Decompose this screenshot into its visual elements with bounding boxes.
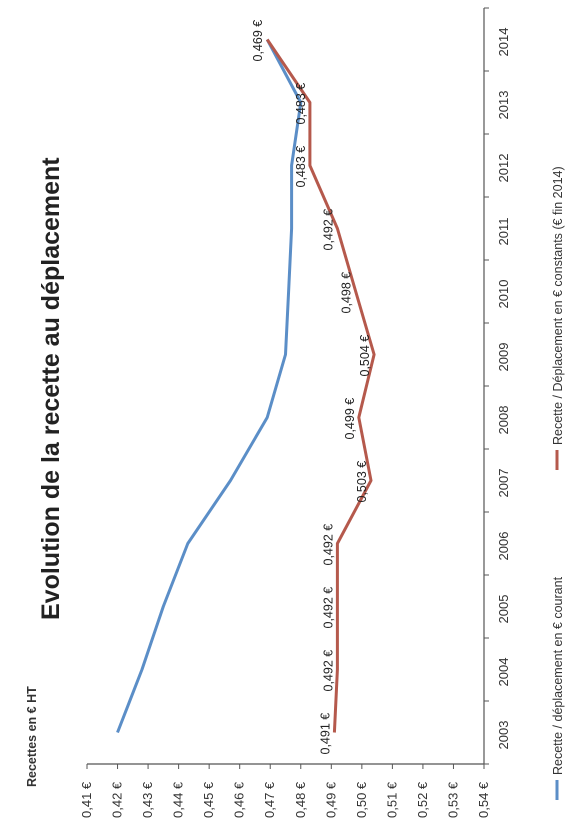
data-label: 0,483 € — [294, 146, 308, 188]
data-label: 0,469 € — [251, 20, 265, 62]
data-label: 0,491 € — [318, 713, 332, 755]
category-tick-label: 2012 — [496, 154, 511, 183]
series-line — [116, 38, 303, 734]
category-tick-label: 2007 — [496, 469, 511, 498]
value-tick-label: 0,53 € — [445, 781, 460, 818]
value-tick-label: 0,50 € — [354, 781, 369, 818]
data-label: 0,483 € — [294, 83, 308, 125]
legend: Recette / déplacement en € courant Recett… — [551, 166, 565, 800]
legend-label: Recette / déplacement en € courant — [551, 576, 565, 775]
legend-label: Recette / Déplacement en € constants (€ … — [551, 166, 565, 445]
category-tick-label: 2006 — [496, 532, 511, 561]
data-label: 0,499 € — [343, 398, 357, 440]
value-tick-label: 0,42 € — [110, 781, 125, 818]
category-tick-label: 2010 — [496, 280, 511, 309]
value-tick-label: 0,51 € — [384, 781, 399, 818]
category-tick-label: 2004 — [496, 658, 511, 687]
value-tick-label: 0,41 € — [79, 781, 94, 818]
value-tick-label: 0,44 € — [171, 781, 186, 818]
value-tick-label: 0,47 € — [262, 781, 277, 818]
value-tick-label: 0,43 € — [140, 781, 155, 818]
value-tick-label: 0,45 € — [201, 781, 216, 818]
data-label: 0,503 € — [355, 461, 369, 503]
data-label: 0,492 € — [321, 209, 335, 251]
category-tick-label: 2003 — [496, 721, 511, 750]
data-label: 0,492 € — [321, 524, 335, 566]
axes — [86, 7, 489, 769]
tick-labels: 0,54 € 0,53 € 0,52 € 0,51 € 0,50 € 0,49 € 0,48… — [79, 28, 511, 818]
value-tick-label: 0,52 € — [415, 781, 430, 818]
data-label: 0,504 € — [358, 335, 372, 377]
category-tick-label: 2013 — [496, 91, 511, 120]
series-lines — [116, 38, 376, 734]
value-tick-label: 0,49 € — [323, 781, 338, 818]
value-tick-label: 0,46 € — [232, 781, 247, 818]
data-label: 0,492 € — [321, 587, 335, 629]
y-axis-title: Recettes en € HT — [25, 686, 39, 787]
value-tick-label: 0,48 € — [293, 781, 308, 818]
value-tick-label: 0,54 € — [476, 781, 491, 818]
data-label: 0,492 € — [321, 650, 335, 692]
data-labels: 0,491 € 0,492 € 0,492 € 0,492 € 0,503 € 0,499… — [251, 20, 372, 755]
category-tick-label: 2009 — [496, 343, 511, 372]
chart-title: Evolution de la recette au déplacement — [37, 157, 65, 620]
category-tick-label: 2014 — [496, 28, 511, 57]
category-tick-label: 2011 — [496, 218, 511, 246]
series-line — [265, 38, 376, 733]
category-tick-label: 2005 — [496, 595, 511, 624]
category-tick-label: 2008 — [496, 406, 511, 435]
data-label: 0,498 € — [340, 272, 354, 314]
